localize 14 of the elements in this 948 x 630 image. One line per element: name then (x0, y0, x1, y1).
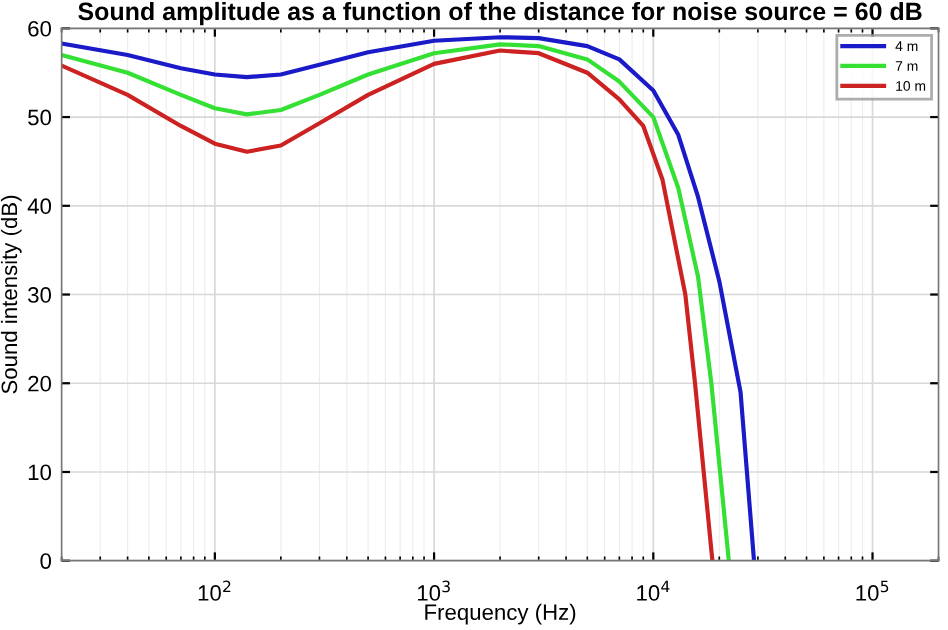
x-axis-title: Frequency (Hz) (425, 603, 576, 625)
y-tick-label: 10 (28, 464, 52, 481)
y-tick-label: 40 (27, 198, 52, 215)
y-tick-label: 60 (28, 20, 52, 37)
x-tick-label: 10$^{5}$ (856, 580, 889, 601)
x-tick-label: 10$^{3}$ (417, 580, 450, 601)
y-tick-label: 30 (28, 287, 52, 303)
y-axis-title: Sound intensity (dB) (0, 195, 22, 394)
y-tick-label: 50 (28, 109, 52, 126)
y-tick-label: 0 (40, 553, 52, 569)
chart-title: Sound amplitude as a function of the distance for noise source = 60 dB (78, 1, 922, 26)
x-tick-label: 10$^{2}$ (198, 580, 231, 601)
y-tick-label: 20 (28, 375, 52, 392)
x-tick-label: 10$^{4}$ (637, 580, 670, 601)
